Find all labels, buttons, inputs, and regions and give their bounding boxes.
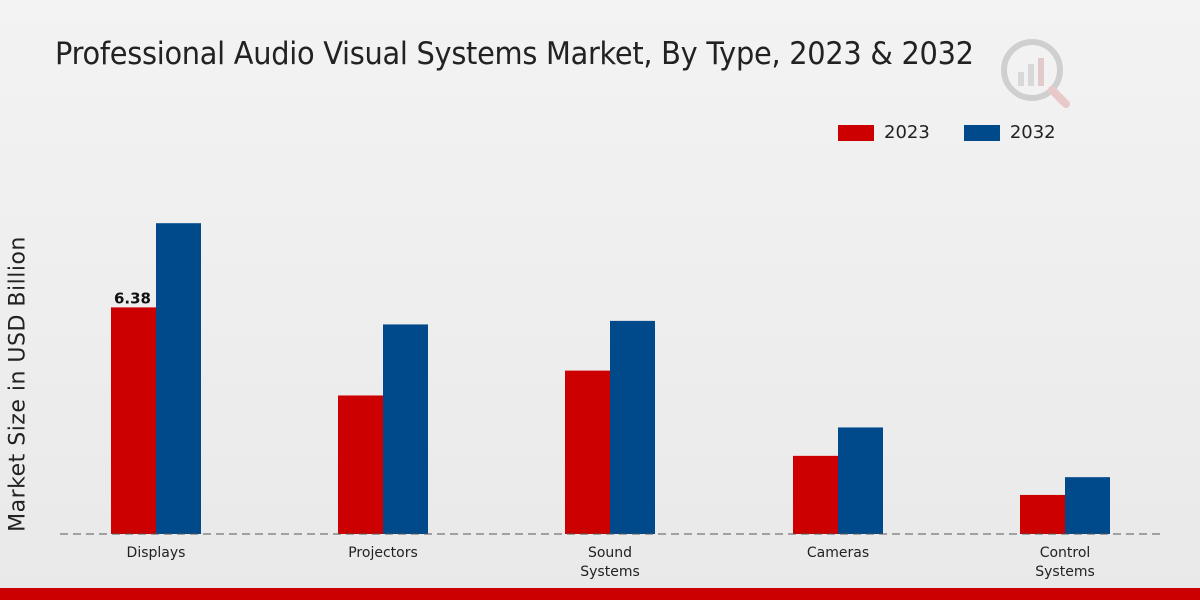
- legend-swatch-2032: [963, 124, 1000, 141]
- bar-2032-2: [610, 320, 655, 534]
- bar-2023-2: [565, 370, 610, 534]
- data-label-0: 6.38: [114, 289, 151, 307]
- bar-2023-3: [793, 455, 838, 534]
- legend-swatch-2023: [838, 124, 874, 141]
- bar-2032-4: [1065, 477, 1110, 534]
- x-tick-label-1-0: Projectors: [348, 545, 418, 561]
- chart-legend: 2023 2032: [838, 122, 1056, 143]
- footer-bar: [0, 588, 1200, 600]
- bar-2032-3: [838, 427, 883, 534]
- legend-label-2032: 2032: [1009, 122, 1056, 143]
- bar-2023-4: [1020, 494, 1065, 534]
- x-tick-label-3-0: Cameras: [807, 545, 869, 561]
- bar-2023-1: [338, 395, 383, 534]
- legend-item-2023: 2023: [838, 122, 930, 143]
- legend-item-2032: 2032: [963, 122, 1056, 143]
- x-tick-label-2-1: Systems: [580, 564, 640, 580]
- x-tick-label-4-1: Systems: [1035, 564, 1095, 580]
- x-tick-label-0-0: Displays: [127, 545, 186, 561]
- bar-2023-0: [111, 307, 156, 534]
- x-tick-label-2-0: Sound: [588, 545, 632, 561]
- watermark-logo-icon: [1001, 39, 1070, 108]
- x-tick-label-4-0: Control: [1040, 545, 1091, 561]
- chart-title: Professional Audio Visual Systems Market…: [55, 36, 974, 72]
- bar-2032-1: [383, 324, 428, 534]
- legend-label-2023: 2023: [884, 122, 930, 143]
- bar-2032-0: [156, 223, 201, 534]
